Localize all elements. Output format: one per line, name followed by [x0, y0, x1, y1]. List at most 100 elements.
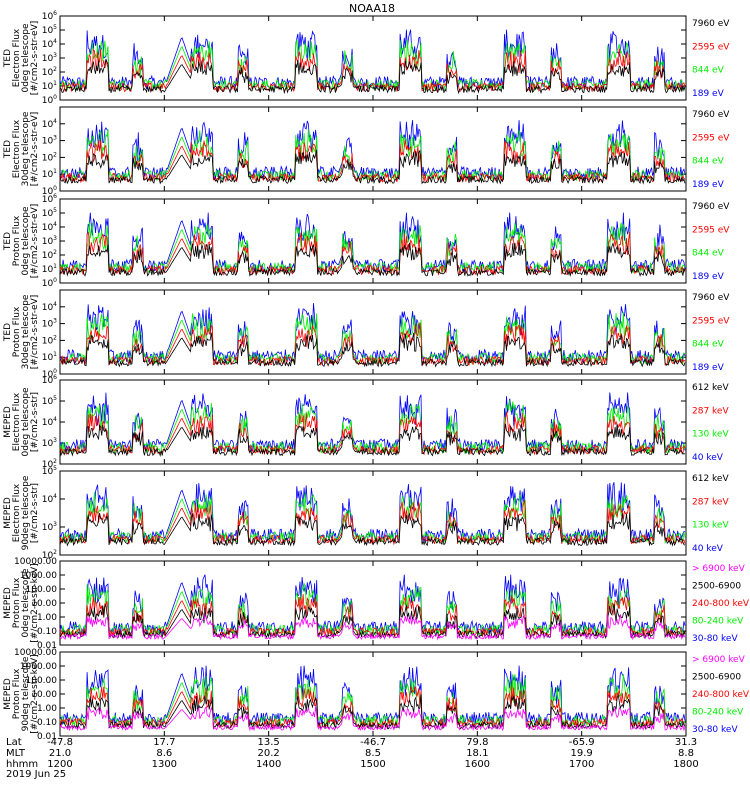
legend-entry: 240-800 keV — [692, 599, 750, 609]
y-tick-label: 103 — [42, 521, 57, 533]
panel-meped-proton-90deg: 0.01 0.10 1.00 10.00 100.00 1000.00 10000.00 ME… — [3, 648, 750, 742]
y-axis-label: 0deg telescope — [21, 206, 31, 276]
legend-entry: 240-800 keV — [692, 690, 750, 700]
legend-entry: 189 eV — [692, 272, 725, 282]
flux-trace — [59, 120, 686, 181]
y-tick-label: 1.00 — [37, 613, 57, 623]
y-tick-label: 105 — [42, 24, 57, 36]
flux-trace — [59, 242, 686, 277]
legend-entry: > 6900 keV — [692, 564, 746, 574]
y-tick-label: 0.10 — [37, 718, 57, 728]
x-axis-row-label: Lat — [6, 737, 22, 748]
y-tick-label: 104 — [42, 221, 57, 233]
y-axis-label: Proton Flux — [12, 215, 22, 266]
x-tick-label: 1600 — [465, 759, 490, 770]
y-axis-label: Proton Flux — [12, 668, 22, 719]
y-axis-label: [#/cm2-s-str-eV] — [30, 295, 40, 370]
y-axis-label: Electron Flux — [12, 483, 22, 542]
legend-entry: 80-240 keV — [692, 708, 744, 718]
flux-trace — [59, 392, 686, 453]
y-tick-label: 103 — [42, 135, 57, 147]
y-tick-label: 0.01 — [37, 641, 57, 651]
y-tick-label: 10.00 — [31, 690, 57, 700]
legend-entry: 2500-6900 — [692, 582, 741, 592]
legend-entry: 844 eV — [692, 66, 725, 76]
y-axis-label: 90deg telescope — [21, 656, 31, 731]
y-tick-label: 102 — [42, 151, 57, 163]
legend-entry: 2595 eV — [692, 133, 730, 143]
legend-entry: 612 keV — [692, 474, 729, 484]
legend-entry: 2595 eV — [692, 42, 730, 52]
x-tick-label: 1400 — [256, 759, 281, 770]
y-axis-label: 30deg telescope — [21, 294, 31, 369]
x-tick-label: 1200 — [47, 759, 72, 770]
y-axis-label: Electron Flux — [12, 28, 22, 87]
x-axis-row-label: hhmm — [6, 759, 38, 770]
legend-entry: 844 eV — [692, 157, 725, 167]
legend-entry: 189 eV — [692, 363, 725, 373]
y-tick-label: 10000.00 — [14, 557, 57, 567]
y-axis-label: MEPED — [3, 678, 13, 710]
legend-entry: 130 keV — [692, 521, 729, 531]
flux-trace — [59, 705, 686, 732]
legend-entry: 130 keV — [692, 430, 729, 440]
y-axis-label: TED — [3, 323, 13, 342]
legend-entry: 189 eV — [692, 89, 725, 99]
legend-entry: 30-80 keV — [692, 634, 738, 644]
x-tick-label: 8.5 — [365, 748, 381, 759]
y-tick-label: 103 — [42, 235, 57, 247]
y-tick-label: 103 — [42, 437, 57, 449]
y-tick-label: 104 — [42, 301, 57, 313]
y-tick-label: 101 — [42, 80, 57, 92]
x-axis-row-label: MLT — [6, 748, 26, 759]
y-axis-label: TED — [3, 232, 13, 251]
y-tick-label: 0.10 — [37, 627, 57, 637]
y-tick-label: 101 — [42, 351, 57, 363]
flux-trace — [59, 512, 686, 547]
legend-entry: 844 eV — [692, 249, 725, 259]
y-tick-label: 104 — [42, 38, 57, 50]
flux-trace — [59, 332, 686, 368]
legend-entry: 7960 eV — [692, 19, 730, 29]
x-tick-label: 79.8 — [466, 737, 488, 748]
y-tick-label: 103 — [42, 318, 57, 330]
plot-title: NOAA18 — [349, 2, 395, 15]
y-tick-label: 105 — [42, 465, 57, 477]
y-tick-label: 102 — [42, 249, 57, 261]
y-tick-label: 106 — [42, 374, 57, 386]
flux-trace — [59, 400, 686, 455]
y-axis-label: Proton Flux — [12, 577, 22, 628]
x-tick-label: 13.5 — [258, 737, 280, 748]
legend-entry: 7960 eV — [692, 293, 730, 303]
legend-entry: 2595 eV — [692, 316, 730, 326]
date-label: 2019 Jun 25 — [6, 769, 66, 780]
panels: 100 101 102 103 104 105 106 TED Electron Flux 0de… — [3, 10, 750, 742]
y-tick-label: 100 — [42, 277, 57, 289]
flux-trace — [59, 231, 686, 276]
y-axis-label: 90deg telescope — [21, 475, 31, 550]
flux-trace — [59, 423, 686, 458]
legend-entry: 287 keV — [692, 497, 729, 507]
legend-entry: 189 eV — [692, 180, 725, 190]
x-tick-label: 1300 — [152, 759, 177, 770]
x-tick-label: 31.3 — [675, 737, 697, 748]
x-tick-label: -46.7 — [360, 737, 386, 748]
legend-entry: 2500-6900 — [692, 673, 741, 683]
legend-entry: 80-240 keV — [692, 617, 744, 627]
legend-entry: 40 keV — [692, 453, 724, 463]
flux-trace — [59, 500, 686, 546]
y-tick-label: 100.00 — [26, 585, 58, 595]
y-tick-label: 100.00 — [26, 676, 58, 686]
flux-trace — [59, 694, 686, 731]
flux-trace — [59, 665, 686, 726]
y-tick-label: 10000.00 — [14, 648, 57, 658]
legend-entry: 287 keV — [692, 406, 729, 416]
y-axis-label: 0deg telescope — [21, 568, 31, 638]
y-tick-label: 104 — [42, 416, 57, 428]
x-tick-label: 18.1 — [466, 748, 488, 759]
x-tick-label: 1800 — [673, 759, 698, 770]
y-axis-label: [#/cm2-s-str-eV] — [30, 112, 40, 187]
x-tick-label: 8.8 — [678, 748, 694, 759]
